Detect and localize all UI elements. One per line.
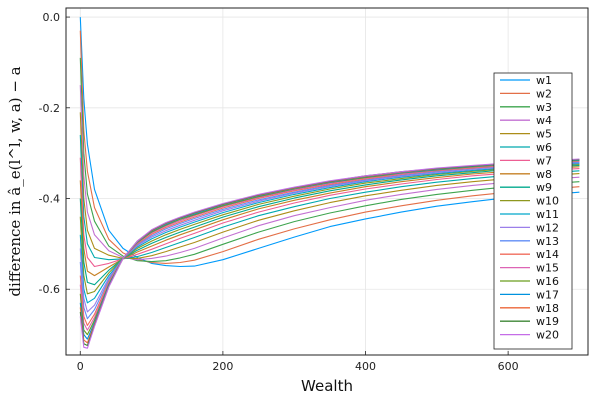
- series-line-w20: [79, 158, 580, 349]
- legend-item-label: w20: [536, 329, 559, 342]
- legend-item-label: w12: [536, 221, 559, 234]
- series-line-w5: [79, 112, 580, 259]
- legend-item-label: w16: [536, 275, 559, 288]
- x-tick-label: 600: [498, 360, 519, 373]
- series-line-w11: [79, 163, 580, 304]
- series-line-w2: [79, 30, 580, 264]
- series-line-w12: [79, 162, 580, 313]
- legend-item-label: w7: [536, 154, 552, 167]
- legend-item-label: w19: [536, 315, 559, 328]
- tick-labels: 0 200 400 600 0.0 -0.2 -0.4 -0.6: [39, 11, 519, 373]
- y-tick-label: -0.6: [39, 283, 60, 296]
- series-lines: [79, 17, 580, 349]
- legend-item-label: w14: [536, 248, 559, 261]
- legend: w1w2w3w4w5w6w7w8w9w10w11w12w13w14w15w16w…: [493, 72, 573, 350]
- series-line-w14: [79, 160, 580, 327]
- legend-item-label: w10: [536, 195, 559, 208]
- legend-item-label: w8: [536, 168, 552, 181]
- series-line-w8: [79, 166, 580, 277]
- legend-item-label: w9: [536, 181, 552, 194]
- legend-item-label: w4: [536, 114, 552, 127]
- series-line-w4: [79, 85, 580, 261]
- series-line-w9: [79, 164, 580, 286]
- series-line-w10: [79, 163, 580, 295]
- legend-item-label: w15: [536, 262, 559, 275]
- legend-item-label: w17: [536, 288, 559, 301]
- legend-box: [493, 72, 573, 350]
- legend-item-label: w11: [536, 208, 559, 221]
- legend-item-label: w6: [536, 141, 552, 154]
- legend-item-label: w5: [536, 128, 552, 141]
- x-tick-label: 200: [212, 360, 233, 373]
- legend-item-label: w13: [536, 235, 559, 248]
- legend-item-label: w1: [536, 74, 552, 87]
- y-tick-label: -0.4: [39, 193, 60, 206]
- y-axis-label: difference in â_e(l^l, w, a) − a: [6, 66, 24, 296]
- legend-item-label: w18: [536, 302, 559, 315]
- x-axis-label: Wealth: [301, 377, 353, 395]
- x-tick-label: 0: [77, 360, 84, 373]
- y-tick-label: -0.2: [39, 102, 60, 115]
- series-line-w3: [79, 57, 580, 263]
- legend-item-label: w3: [536, 101, 552, 114]
- grid: [66, 8, 588, 355]
- y-tick-label: 0.0: [43, 11, 61, 24]
- series-line-w7: [79, 157, 580, 268]
- series-line-w6: [79, 134, 580, 261]
- legend-item-label: w2: [536, 87, 552, 100]
- x-tick-label: 400: [355, 360, 376, 373]
- plot-frame: [65, 7, 589, 356]
- series-line-w1: [79, 17, 580, 268]
- series-line-w13: [79, 161, 580, 320]
